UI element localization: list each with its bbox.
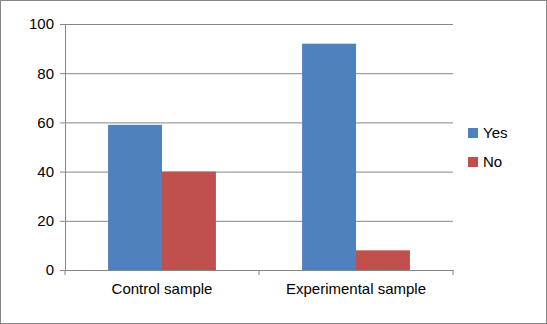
grid-line xyxy=(65,24,453,25)
y-axis-line xyxy=(60,25,66,271)
x-tick: Experimental sample xyxy=(286,270,426,297)
y-tick-mark xyxy=(60,221,65,222)
y-tick-label: 40 xyxy=(37,163,54,180)
x-tick-label: Control sample xyxy=(112,280,213,297)
y-tick-mark xyxy=(60,270,65,271)
x-tick: Control sample xyxy=(112,270,213,297)
legend-swatch xyxy=(468,128,478,138)
y-tick-mark xyxy=(60,73,65,74)
y-tick-mark xyxy=(60,172,65,173)
y-tick: 80 xyxy=(37,65,65,82)
x-tick-label: Experimental sample xyxy=(286,280,426,297)
bar xyxy=(108,125,162,270)
y-tick: 60 xyxy=(37,114,65,131)
y-tick: 0 xyxy=(46,261,65,278)
y-tick-label: 80 xyxy=(37,65,54,82)
chart: 0 20 40 60 80 100 Control sample Experimental s… xyxy=(0,0,547,324)
y-tick: 100 xyxy=(29,15,65,32)
legend-label: Yes xyxy=(483,124,507,141)
plot: 0 20 40 60 80 100 Control sample Experimental s… xyxy=(29,15,454,296)
grid-line xyxy=(65,73,453,74)
legend: Yes No xyxy=(468,124,507,170)
bar xyxy=(162,172,216,270)
legend-swatch xyxy=(468,157,478,167)
bar xyxy=(356,250,410,270)
category-separator xyxy=(259,270,260,275)
grid-line xyxy=(65,122,453,123)
chart-border xyxy=(1,1,547,324)
y-tick: 40 xyxy=(37,163,65,180)
legend-label: No xyxy=(483,153,502,170)
grid xyxy=(65,25,453,271)
y-tick-mark xyxy=(60,24,65,25)
y-tick-label: 20 xyxy=(37,212,54,229)
category-separator xyxy=(65,270,66,275)
y-axis: 0 20 40 60 80 100 xyxy=(29,15,66,278)
y-tick-label: 100 xyxy=(29,15,54,32)
x-axis: Control sample Experimental sample xyxy=(65,270,454,297)
bar xyxy=(302,44,356,270)
y-tick-mark xyxy=(60,122,65,123)
legend-item: Yes xyxy=(468,124,507,141)
legend-item: No xyxy=(468,153,502,170)
y-tick: 20 xyxy=(37,212,65,229)
y-tick-label: 60 xyxy=(37,114,54,131)
y-tick-label: 0 xyxy=(46,261,54,278)
bars xyxy=(108,44,410,270)
category-separator xyxy=(453,270,454,275)
